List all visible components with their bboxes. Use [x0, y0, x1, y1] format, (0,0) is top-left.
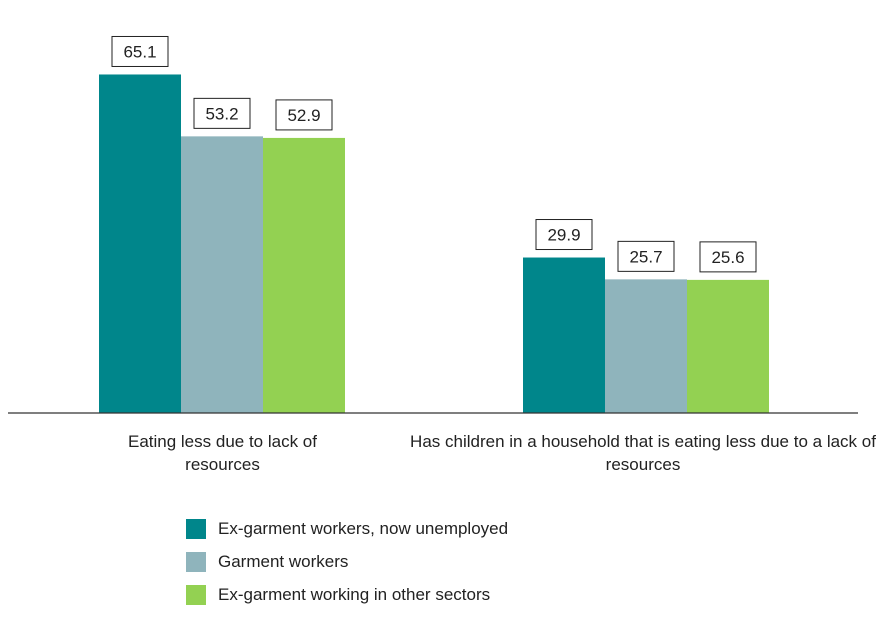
category-label-eating-less: Eating less due to lack of resources [127, 432, 317, 474]
legend-swatch [186, 552, 206, 572]
data-label: 53.2 [205, 104, 238, 123]
bar [605, 279, 687, 413]
bar-chart: 65.1 53.2 52.9 29.9 25.7 25.6 [8, 35, 858, 414]
legend-label: Garment workers [218, 552, 349, 571]
data-label-box [535, 219, 593, 251]
data-label-box [193, 97, 251, 129]
data-label: 65.1 [123, 42, 156, 61]
legend: Ex-garment workers, now unemployed Garme… [186, 518, 508, 617]
data-label: 25.7 [629, 247, 662, 266]
bar [523, 257, 605, 413]
data-label-box [275, 99, 333, 131]
legend-item-other-sectors: Ex-garment working in other sectors [186, 584, 508, 606]
category-label-children-eating-less: Has children in a household that is eati… [410, 432, 876, 474]
legend-label: Ex-garment workers, now unemployed [218, 519, 509, 538]
bar [99, 74, 181, 413]
data-label: 29.9 [547, 226, 580, 245]
legend-label: Ex-garment working in other sectors [218, 585, 491, 604]
data-label: 52.9 [287, 106, 320, 125]
data-label-box [699, 241, 757, 273]
bar [687, 279, 769, 413]
legend-swatch [186, 519, 206, 539]
legend-item-garment-workers: Garment workers [186, 551, 508, 573]
legend-swatch [186, 585, 206, 605]
bar [181, 136, 263, 414]
bar [263, 137, 345, 414]
data-label-box [111, 35, 169, 67]
legend-item-unemployed: Ex-garment workers, now unemployed [186, 518, 508, 540]
data-label: 25.6 [711, 248, 744, 267]
data-label-box [617, 240, 675, 272]
